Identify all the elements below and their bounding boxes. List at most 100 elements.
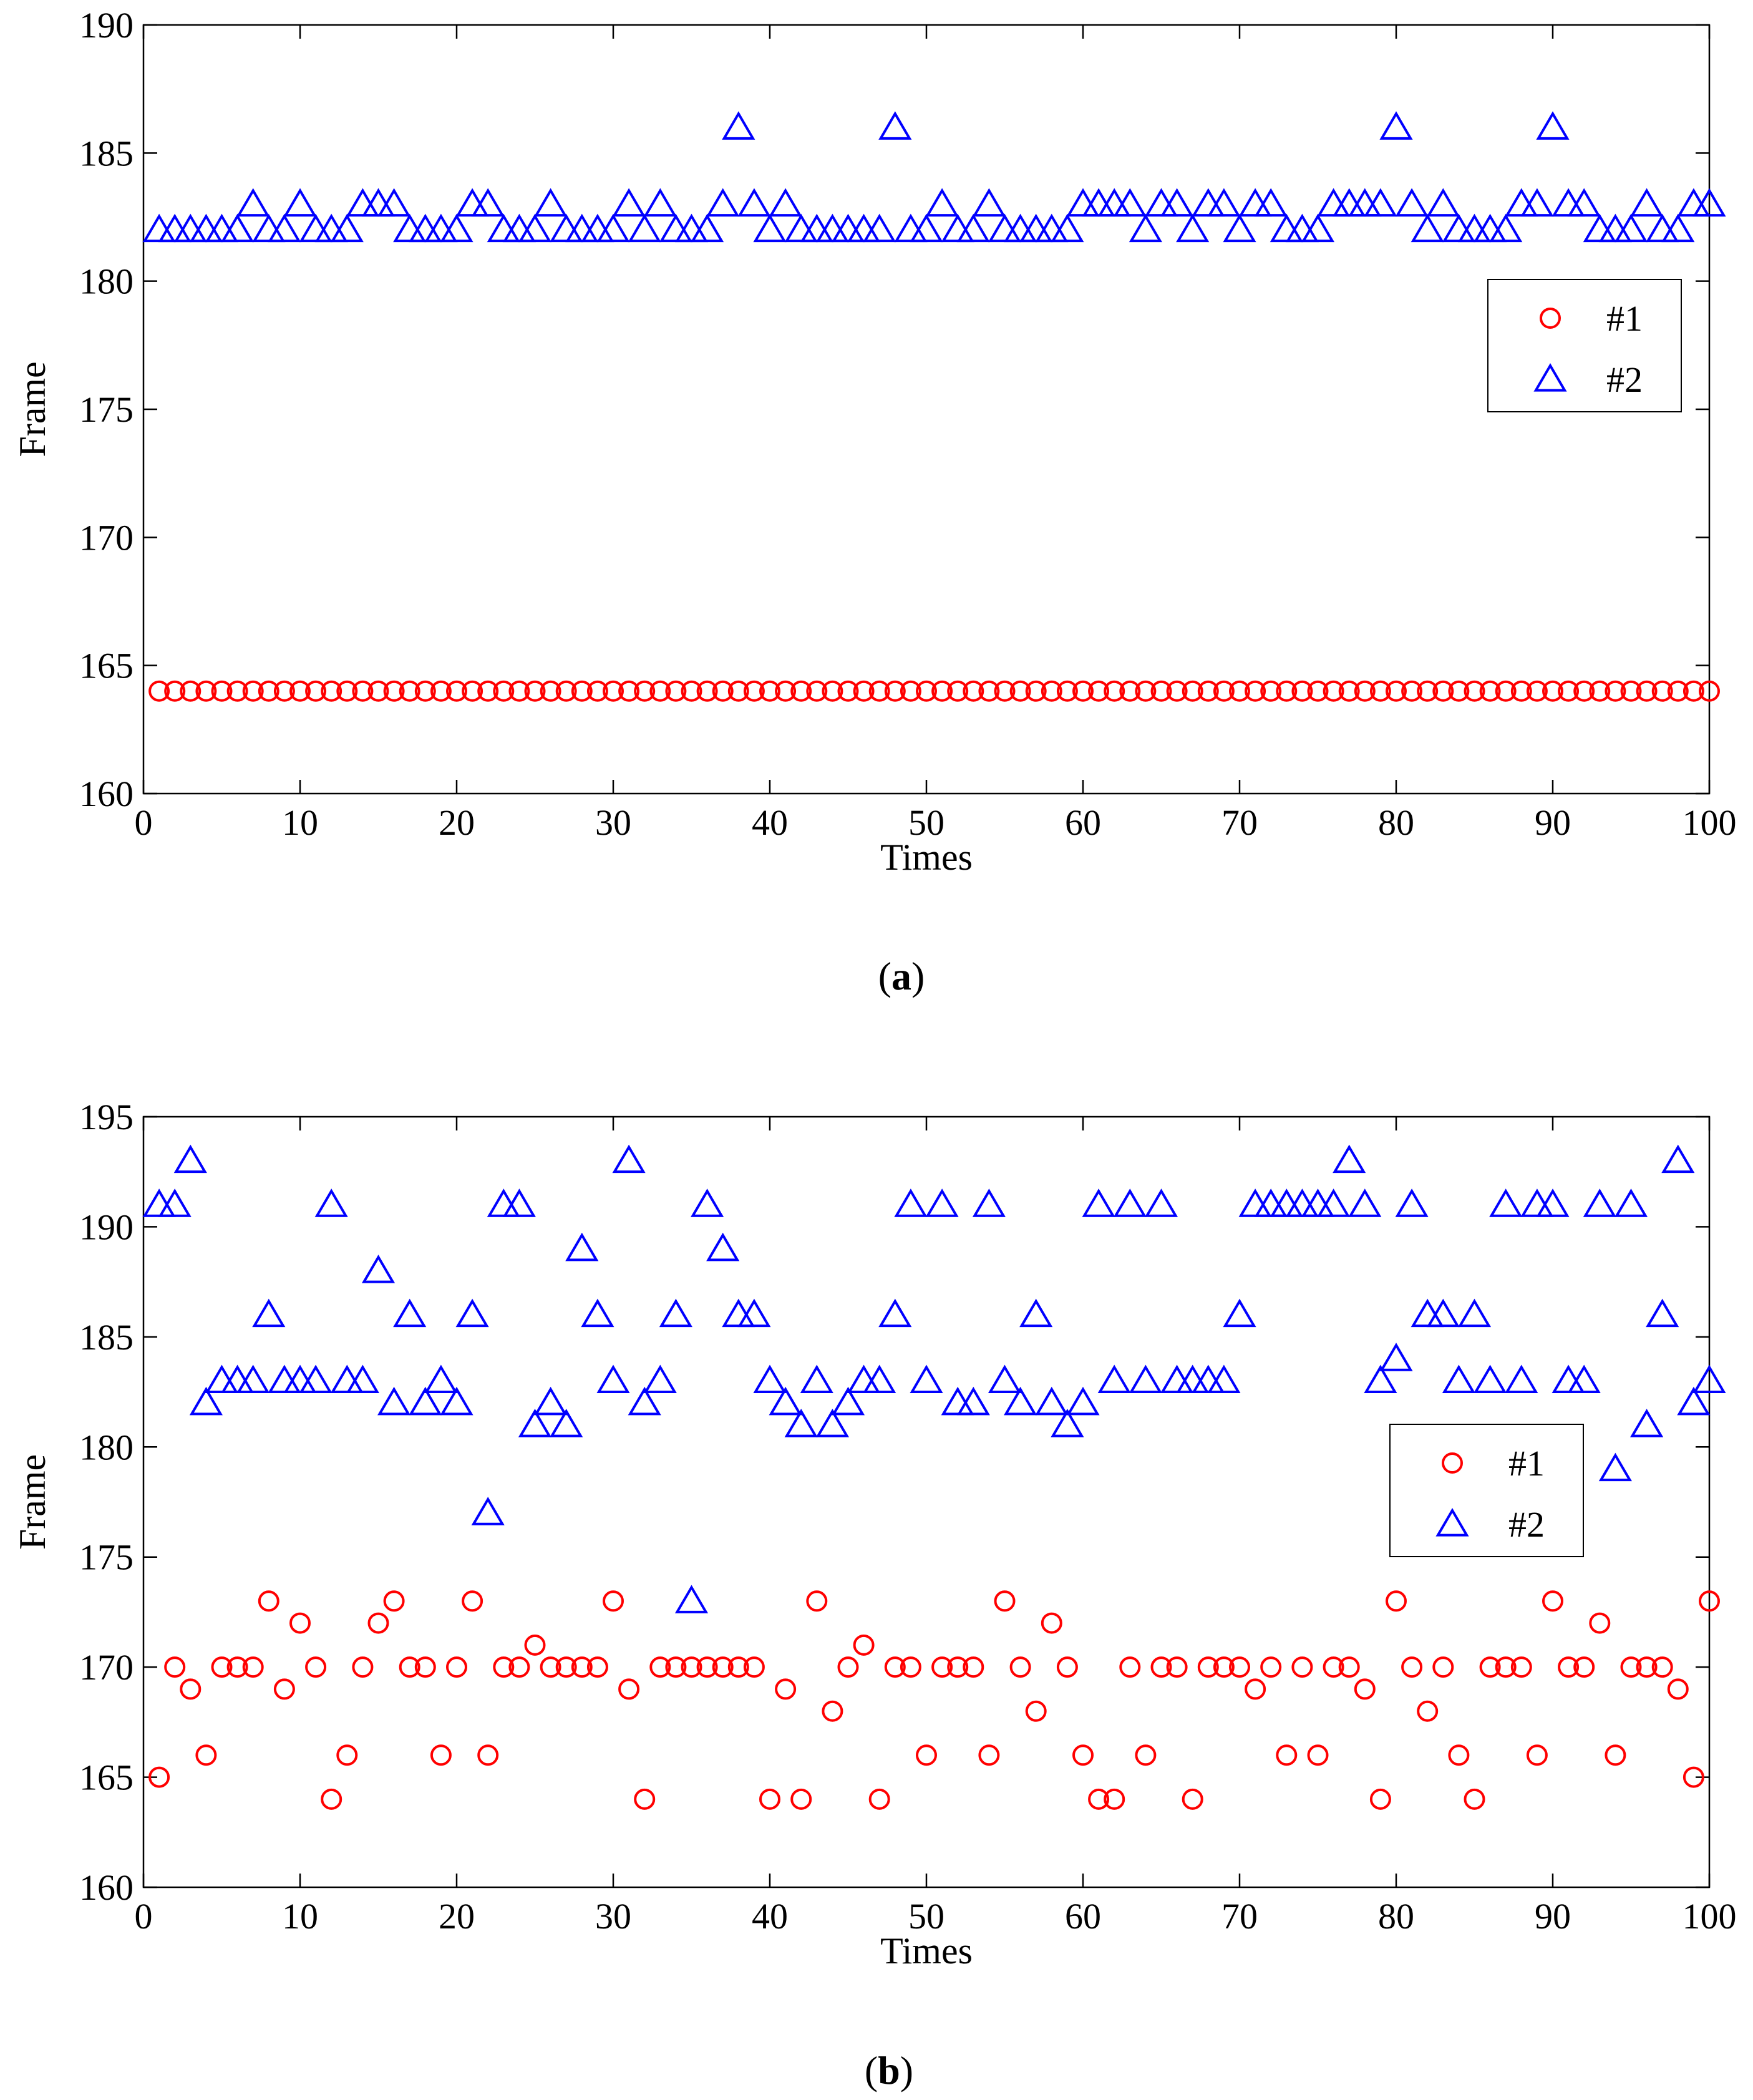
data-point-b-s2 [847,1364,881,1394]
data-point-b-s2 [612,1144,646,1174]
data-point-a-s1 [321,680,342,702]
series-a-2 [142,111,1726,243]
x-tick-label-b: 20 [439,1896,475,1937]
data-point-a-s1 [195,680,217,702]
data-point-b-s1 [743,1656,765,1678]
data-point-a-s1 [1589,680,1611,702]
data-point-a-s1 [1573,680,1595,702]
data-point-a-s1 [1651,680,1673,702]
legend-marker-b-2 [1435,1508,1469,1537]
data-point-a-s1 [1354,680,1376,702]
x-axis-label-b: Times [880,1930,973,1971]
data-point-a-s1 [978,680,1000,702]
chart-panel-a: 0 10 20 30 40 50 60 70 80 90 100 160 165 170 175 180 185… [12,5,1737,878]
x-tick-label-b: 100 [1683,1896,1737,1937]
data-point-b-s2 [1254,1189,1288,1217]
data-point-b-s2 [1505,1364,1538,1394]
data-point-b-s2 [1207,1364,1241,1394]
data-point-a-s1 [1245,680,1266,702]
data-point-b-s2 [1035,1386,1069,1416]
data-point-b-s1 [508,1656,530,1678]
data-point-b-s2 [1066,1386,1100,1416]
data-point-a-s1 [414,680,436,702]
data-point-b-s2 [1364,1364,1397,1394]
series-b-1 [148,1590,1720,1810]
data-point-a-s2 [299,213,333,243]
data-point-a-s1 [1166,680,1188,702]
data-point-a-s1 [1432,680,1454,702]
data-point-a-s2 [1520,188,1554,217]
data-point-a-s2 [925,188,959,217]
data-point-b-s2 [878,1298,912,1328]
data-point-b-s1 [399,1656,420,1678]
data-point-a-s2 [142,213,176,243]
data-point-b-s1 [618,1678,640,1700]
x-tick-label-b: 90 [1535,1896,1571,1937]
data-point-b-s2 [1160,1364,1194,1394]
data-point-b-s1 [1213,1656,1235,1678]
data-point-a-s2 [753,213,787,243]
data-point-b-s1 [1056,1656,1078,1678]
data-point-b-s2 [706,1232,740,1261]
legend-label-a-2: #2 [1606,359,1643,400]
data-point-a-s1 [383,680,405,702]
data-point-a-s2 [252,213,286,243]
data-point-a-s1 [555,680,577,702]
data-point-b-s2 [972,1189,1006,1217]
data-point-a-s2 [1457,213,1492,243]
data-point-b-s2 [142,1189,176,1217]
data-point-b-s2 [1395,1189,1429,1217]
y-tick-label-a: 160 [79,774,134,814]
data-point-b-s1 [1620,1656,1642,1678]
data-point-a-s1 [1667,680,1689,702]
data-point-b-s1 [1166,1656,1188,1678]
x-tick-label-b: 50 [908,1896,944,1937]
y-tick-label-a: 165 [79,646,134,686]
data-point-a-s2 [1238,188,1272,217]
data-point-a-s1 [1401,680,1423,702]
data-point-b-s2 [674,1585,709,1613]
data-point-a-s2 [800,213,833,243]
data-point-b-s1 [603,1590,624,1612]
data-point-b-s2 [1144,1189,1178,1217]
data-point-b-s2 [769,1386,802,1416]
data-point-b-s2 [1677,1386,1711,1416]
data-point-a-s1 [931,680,953,702]
data-point-a-s1 [696,680,718,702]
x-tick-label-b: 80 [1378,1896,1414,1937]
x-tick-label-a: 0 [135,802,153,843]
data-point-a-s2 [863,213,896,243]
data-point-b-s2 [1192,1364,1225,1394]
data-point-b-s2 [1567,1364,1601,1394]
data-point-a-s1 [399,680,420,702]
data-point-a-s2 [1333,188,1366,217]
data-point-b-s2 [1097,1364,1131,1394]
data-point-a-s1 [508,680,530,702]
data-point-b-s1 [180,1678,202,1700]
data-point-b-s2 [691,1189,724,1217]
data-point-b-s1 [900,1656,921,1678]
legend-b: #1#2 [1389,1424,1584,1557]
data-point-b-s1 [868,1788,890,1810]
data-point-a-s1 [634,680,656,702]
data-point-a-s2 [1395,188,1429,217]
data-point-a-s2 [1192,188,1225,217]
y-axis-label-a: Frame [12,361,53,457]
x-tick-label-a: 50 [908,802,944,843]
data-point-a-s1 [1025,680,1047,702]
data-point-a-s1 [540,680,561,702]
data-point-b-s2 [831,1386,865,1416]
data-point-b-s1 [1448,1744,1470,1766]
data-point-b-s2 [158,1189,192,1217]
data-point-a-s2 [878,111,912,140]
data-point-a-s1 [947,680,969,702]
data-point-a-s2 [941,213,974,243]
legend-a: #1#2 [1487,279,1682,412]
data-point-a-s2 [221,213,255,243]
data-point-b-s1 [775,1678,797,1700]
data-point-a-s1 [806,680,828,702]
data-point-b-s2 [1598,1452,1632,1482]
data-point-b-s1 [822,1700,843,1722]
data-point-a-s1 [665,680,687,702]
data-point-a-s2 [1692,188,1726,217]
